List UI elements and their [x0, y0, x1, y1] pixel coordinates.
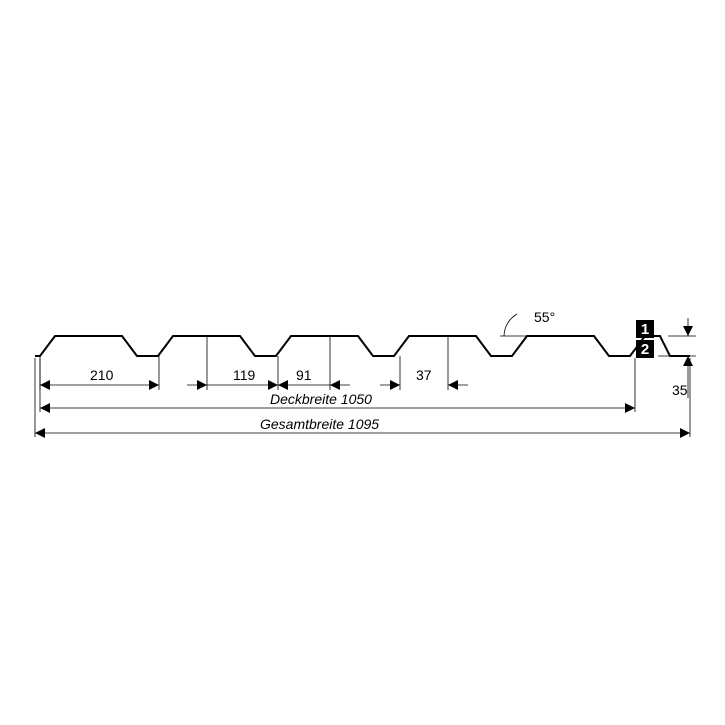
height-label: 35: [672, 382, 688, 398]
angle-label: 55°: [534, 309, 555, 325]
side-box-label-1: 1: [641, 321, 649, 338]
width-dim-label-1: Gesamtbreite 1095: [260, 416, 379, 432]
angle-arc: [504, 314, 517, 336]
hdim-label-1: 119: [233, 367, 256, 383]
hdim-label-3: 37: [416, 367, 432, 383]
hdim-label-0: 210: [90, 367, 114, 383]
width-dim-label-0: Deckbreite 1050: [270, 391, 372, 407]
hdim-label-2: 91: [296, 367, 312, 383]
profile-outline: [35, 336, 690, 356]
side-box-label-2: 2: [641, 341, 649, 358]
